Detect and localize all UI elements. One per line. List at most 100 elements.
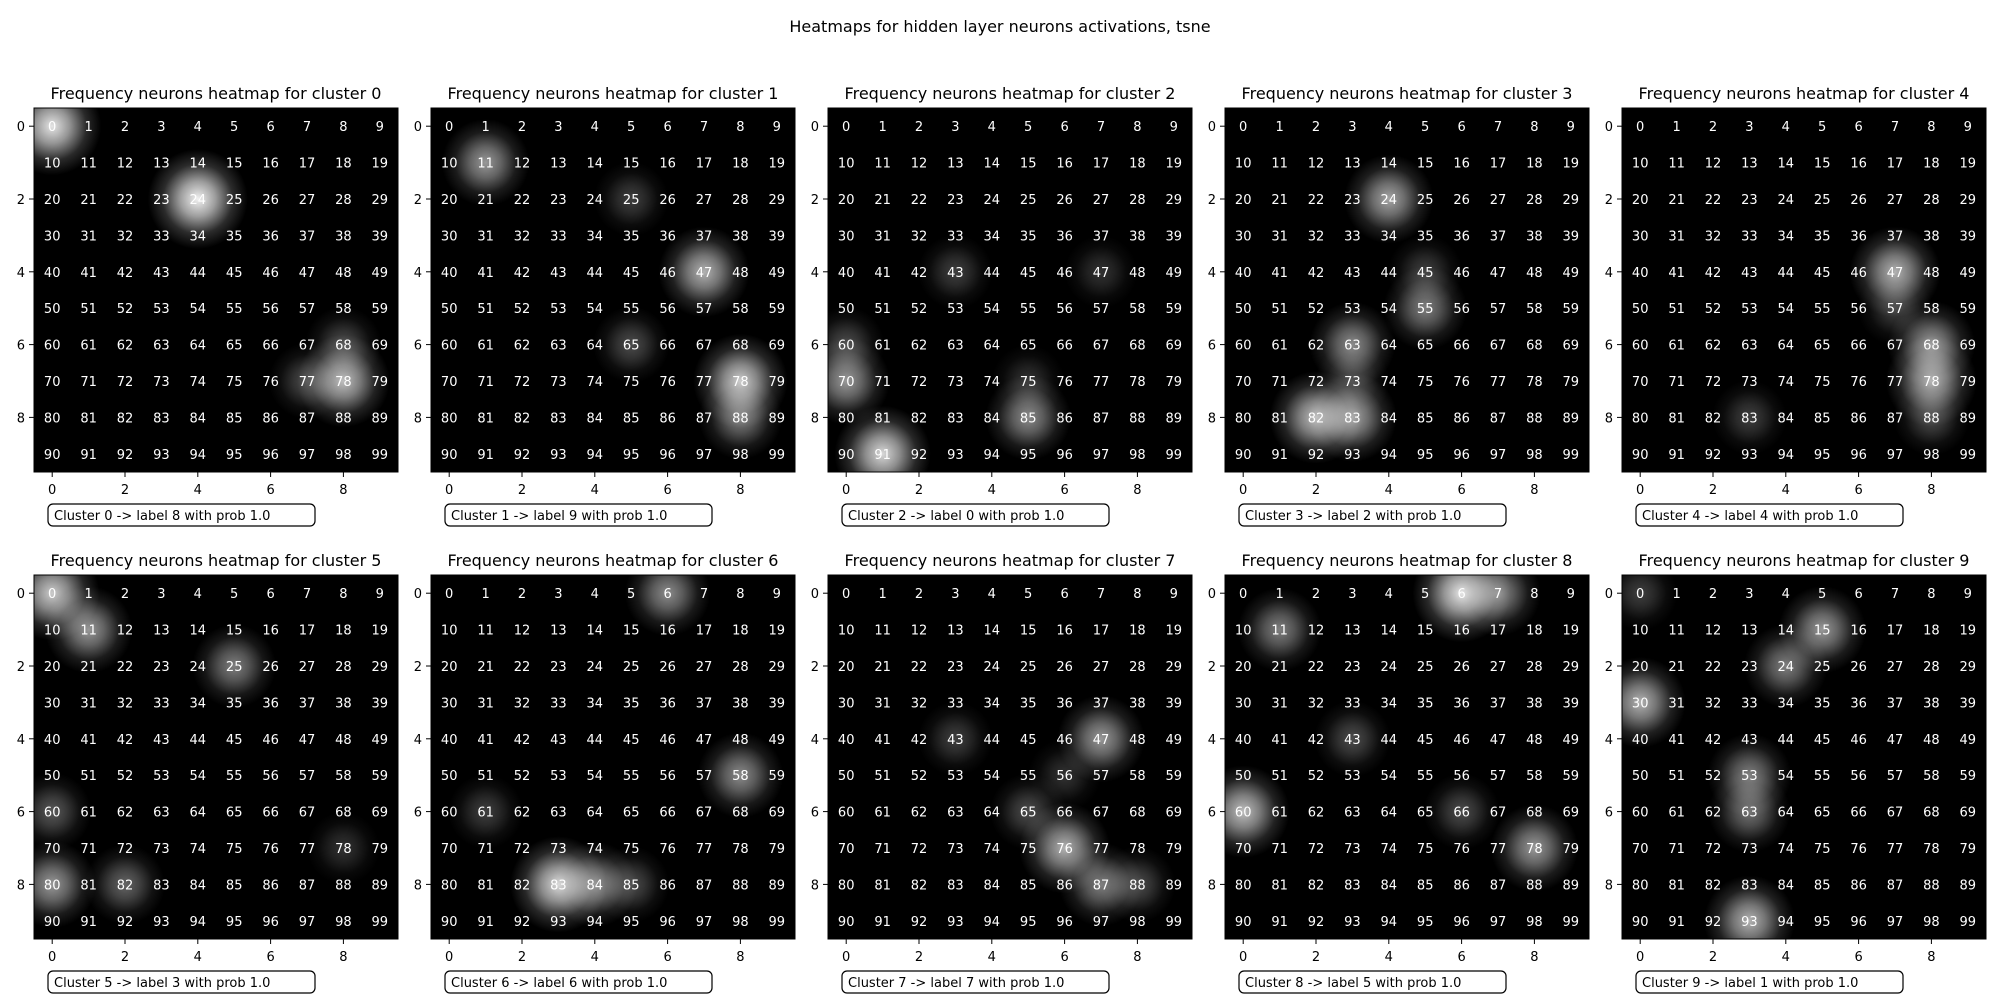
cell-label: 70 [1235,375,1252,390]
cell-label: 41 [1668,733,1685,748]
cell-label: 10 [1632,624,1649,639]
cell-label: 72 [1705,375,1722,390]
x-tick-label: 0 [1239,483,1247,498]
cell-label: 44 [1381,733,1398,748]
cell-label: 72 [1705,842,1722,857]
cell-label: 95 [1020,448,1037,463]
cell-label: 64 [1381,339,1398,354]
x-tick-label: 8 [1133,483,1141,498]
activation-hotspot [1893,379,1970,456]
cell-label: 63 [153,339,170,354]
y-tick-label: 0 [1208,587,1216,602]
cell-label: 68 [1923,806,1940,821]
cell-label: 46 [659,266,676,281]
activation-hotspot [1099,846,1176,923]
cell-label: 92 [514,448,531,463]
cell-label: 14 [984,624,1001,639]
cell-label: 96 [1453,448,1470,463]
cell-label: 60 [838,339,855,354]
cell-label: 48 [1129,266,1146,281]
cell-label: 51 [477,302,494,317]
cell-label: 41 [1271,733,1288,748]
cell-label: 4 [1385,587,1393,602]
cell-label: 96 [659,448,676,463]
cell-label: 24 [984,660,1001,675]
cell-label: 58 [1526,302,1543,317]
cell-label: 75 [1814,842,1831,857]
cell-label: 76 [262,842,279,857]
cell-label: 19 [769,157,786,172]
cell-label: 66 [262,339,279,354]
cell-label: 37 [1490,229,1507,244]
cell-label: 35 [1020,229,1037,244]
cell-label: 68 [1526,806,1543,821]
cell-label: 82 [117,878,134,893]
y-tick-label: 8 [1208,411,1216,426]
cell-label: 81 [80,411,97,426]
cell-label: 58 [1129,302,1146,317]
cell-label: 84 [984,411,1001,426]
cell-label: 17 [696,624,713,639]
cell-label: 97 [1093,448,1110,463]
activation-hotspot [1064,235,1138,309]
cell-label: 16 [659,157,676,172]
cell-label: 31 [477,696,494,711]
cell-label: 91 [1668,448,1685,463]
cell-label: 50 [44,302,61,317]
cell-label: 18 [1923,624,1940,639]
cell-label: 9 [1567,120,1575,135]
cell-label: 38 [1129,229,1146,244]
cell-label: 27 [299,660,316,675]
cell-label: 33 [550,229,567,244]
cell-label: 90 [1235,915,1252,930]
y-tick-label: 0 [811,120,819,135]
cell-label: 75 [1417,375,1434,390]
cell-label: 0 [1636,120,1644,135]
x-tick-label: 2 [518,483,526,498]
cell-label: 37 [299,696,316,711]
y-tick-label: 2 [811,660,819,675]
heatmap-panel-2: Frequency neurons heatmap for cluster 2 0… [811,84,1193,527]
annotation-box [1635,970,1904,994]
cell-label: 93 [1741,915,1758,930]
cell-label: 74 [1381,842,1398,857]
cell-label: 17 [1093,157,1110,172]
cell-label: 25 [1417,193,1434,208]
cell-label: 25 [1020,193,1037,208]
cell-label: 2 [518,587,526,602]
cell-label: 7 [1097,587,1105,602]
cell-label: 99 [1563,448,1580,463]
cell-label: 31 [1271,229,1288,244]
cell-label: 67 [1887,339,1904,354]
cell-label: 62 [1705,339,1722,354]
cell-label: 28 [1923,660,1940,675]
cell-label: 76 [1453,842,1470,857]
activation-hotspot [918,701,993,777]
cell-label: 92 [1308,448,1325,463]
heatmap-panel-9: Frequency neurons heatmap for cluster 9 0… [1605,551,1987,994]
cell-label: 34 [1381,229,1398,244]
cell-label: 45 [623,266,640,281]
cell-label: 42 [911,266,928,281]
cell-label: 80 [1235,878,1252,893]
annotation-text: Cluster 5 -> label 3 with prob 1.0 [54,976,270,991]
cell-label: 87 [299,411,316,426]
cell-label: 19 [1960,157,1977,172]
cell-label: 47 [1490,266,1507,281]
cell-label: 66 [1453,806,1470,821]
cell-label: 68 [335,806,352,821]
cell-label: 85 [623,411,640,426]
cell-label: 77 [1887,375,1904,390]
cell-label: 78 [1129,842,1146,857]
cell-label: 39 [372,229,389,244]
cell-label: 14 [984,157,1001,172]
cell-label: 31 [1271,696,1288,711]
y-tick-label: 4 [1605,733,1613,748]
cell-label: 49 [1166,733,1183,748]
cell-label: 64 [1778,339,1795,354]
x-tick-label: 8 [339,950,347,965]
cell-label: 4 [1782,120,1790,135]
x-tick-label: 0 [842,950,850,965]
cell-label: 34 [1778,229,1795,244]
y-tick-label: 4 [17,733,25,748]
